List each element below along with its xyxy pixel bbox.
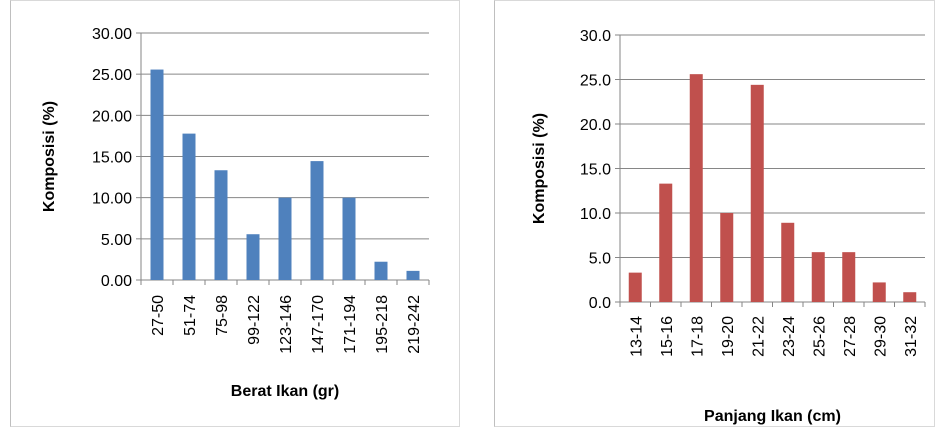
y-tick-label-panjang: 25.0 — [580, 73, 611, 90]
x-tick-label-berat: 51-74 — [182, 295, 199, 336]
y-tick-label-panjang: 10.0 — [580, 206, 611, 223]
bar-berat — [310, 161, 324, 280]
chart-panel-berat — [10, 0, 460, 427]
bar-panjang — [842, 252, 856, 302]
bar-panjang — [750, 84, 764, 302]
y-tick-label-berat: 0.00 — [101, 273, 132, 290]
x-tick-label-panjang: 25-26 — [811, 316, 828, 357]
x-tick-label-berat: 27-50 — [150, 295, 167, 336]
y-tick-label-panjang: 0.0 — [589, 295, 611, 312]
bar-panjang — [781, 222, 795, 302]
bar-panjang — [720, 213, 734, 302]
bar-panjang — [903, 292, 917, 302]
bar-panjang — [872, 282, 886, 302]
y-tick-label-berat: 20.00 — [92, 108, 132, 125]
y-tick-label-berat: 30.00 — [92, 26, 132, 43]
x-tick-label-panjang: 23-24 — [781, 316, 798, 357]
y-tick-label-berat: 15.00 — [92, 150, 132, 167]
bar-berat — [246, 234, 260, 280]
x-tick-label-panjang: 27-28 — [842, 316, 859, 357]
y-axis-title-berat: Komposisi (%) — [41, 101, 58, 212]
x-tick-label-panjang: 19-20 — [720, 316, 737, 357]
x-tick-label-berat: 147-170 — [310, 295, 327, 354]
x-tick-label-panjang: 13-14 — [628, 316, 645, 357]
bar-panjang — [811, 252, 825, 302]
y-axis-title-panjang: Komposisi (%) — [531, 113, 548, 224]
x-tick-label-panjang: 15-16 — [659, 316, 676, 357]
x-tick-label-panjang: 17-18 — [689, 316, 706, 357]
bar-berat — [406, 270, 420, 280]
y-tick-label-panjang: 20.0 — [580, 117, 611, 134]
y-tick-label-panjang: 15.0 — [580, 162, 611, 179]
x-tick-label-berat: 219-242 — [406, 295, 423, 354]
x-tick-label-berat: 123-146 — [278, 295, 295, 354]
y-tick-label-panjang: 30.0 — [580, 28, 611, 45]
x-tick-label-panjang: 21-22 — [750, 316, 767, 357]
x-axis-title-panjang: Panjang Ikan (cm) — [704, 408, 841, 425]
y-tick-label-berat: 10.00 — [92, 191, 132, 208]
x-tick-label-berat: 171-194 — [342, 295, 359, 354]
bar-berat — [214, 170, 228, 280]
bar-berat — [278, 197, 292, 280]
x-tick-label-panjang: 29-30 — [872, 316, 889, 357]
chart-berat-ikan: 0.00 5.00 10.00 15.00 20.00 25.00 30.00 27-50 51… — [41, 26, 430, 400]
bar-panjang — [659, 183, 673, 302]
y-tick-label-berat: 25.00 — [92, 67, 132, 84]
chart-panjang-ikan: 0.0 5.0 10.0 15.0 20.0 25.0 30.0 13-14 15-16 17-1… — [531, 28, 926, 425]
y-tick-label-berat: 5.00 — [101, 232, 132, 249]
x-axis-title-berat: Berat Ikan (gr) — [231, 383, 339, 400]
x-tick-label-berat: 195-218 — [374, 295, 391, 354]
x-tick-label-berat: 75-98 — [214, 295, 231, 336]
y-tick-label-panjang: 5.0 — [589, 251, 611, 268]
bar-berat — [374, 261, 388, 280]
bar-berat — [150, 69, 164, 280]
x-tick-label-berat: 99-122 — [246, 295, 263, 345]
bar-panjang — [689, 74, 703, 302]
bar-berat — [342, 197, 356, 280]
x-tick-label-panjang: 31-32 — [903, 316, 920, 357]
bar-berat — [182, 133, 196, 280]
bar-panjang — [628, 272, 642, 302]
